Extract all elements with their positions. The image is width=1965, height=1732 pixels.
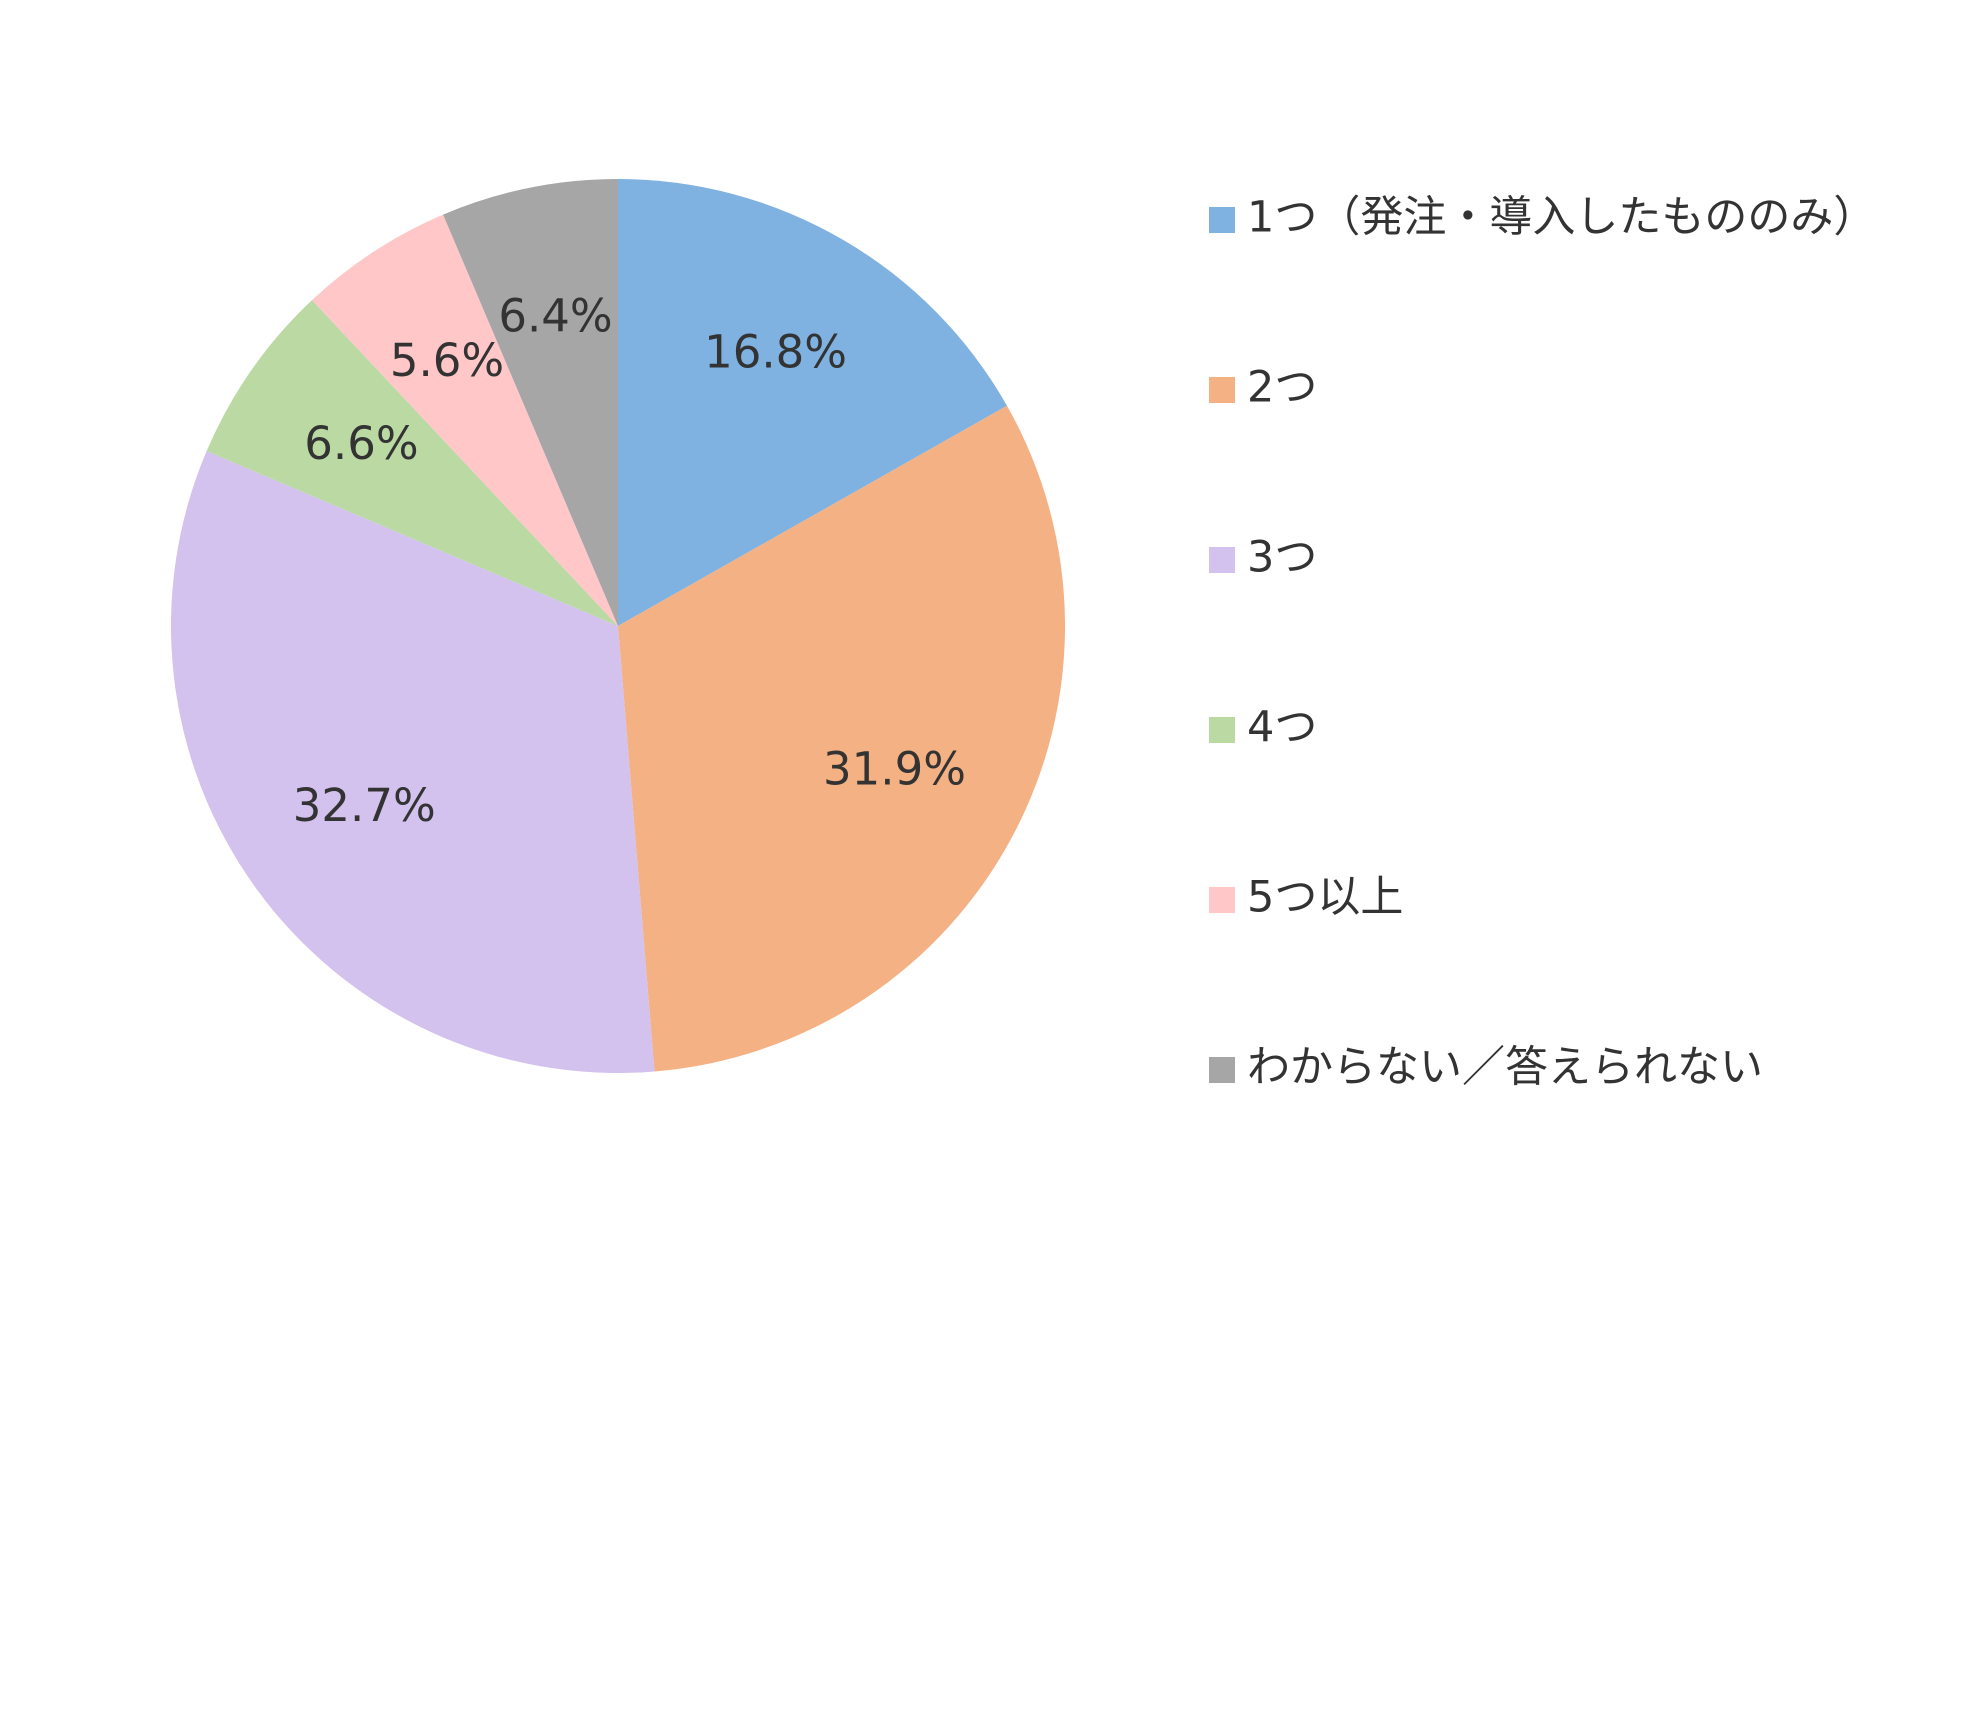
legend-label: わからない／答えられない — [1247, 1043, 1763, 1093]
data-label: 6.4% — [498, 289, 612, 342]
legend-swatch — [1209, 207, 1235, 233]
pie-slice — [618, 405, 1065, 1072]
data-label: 32.7% — [293, 779, 436, 832]
legend-swatch — [1209, 887, 1235, 913]
data-label: 31.9% — [823, 742, 966, 795]
legend-label: 4つ — [1247, 703, 1317, 753]
legend-swatch — [1209, 377, 1235, 403]
pie-slice — [170, 451, 655, 1073]
pie-slice — [443, 179, 618, 626]
pie-slice — [206, 300, 618, 626]
legend-swatch — [1209, 717, 1235, 743]
pie-slice — [312, 214, 618, 626]
legend-label: 2つ — [1247, 363, 1317, 413]
data-label: 5.6% — [390, 334, 504, 387]
data-label: 16.8% — [704, 326, 847, 379]
legend-swatch — [1209, 1057, 1235, 1083]
legend-swatch — [1209, 547, 1235, 573]
data-label: 6.6% — [304, 417, 418, 470]
legend-label: 5つ以上 — [1247, 873, 1403, 923]
legend-label: 3つ — [1247, 533, 1317, 583]
legend-label: 1つ（発注・導入したもののみ） — [1247, 193, 1876, 243]
pie-slice — [618, 179, 1007, 626]
